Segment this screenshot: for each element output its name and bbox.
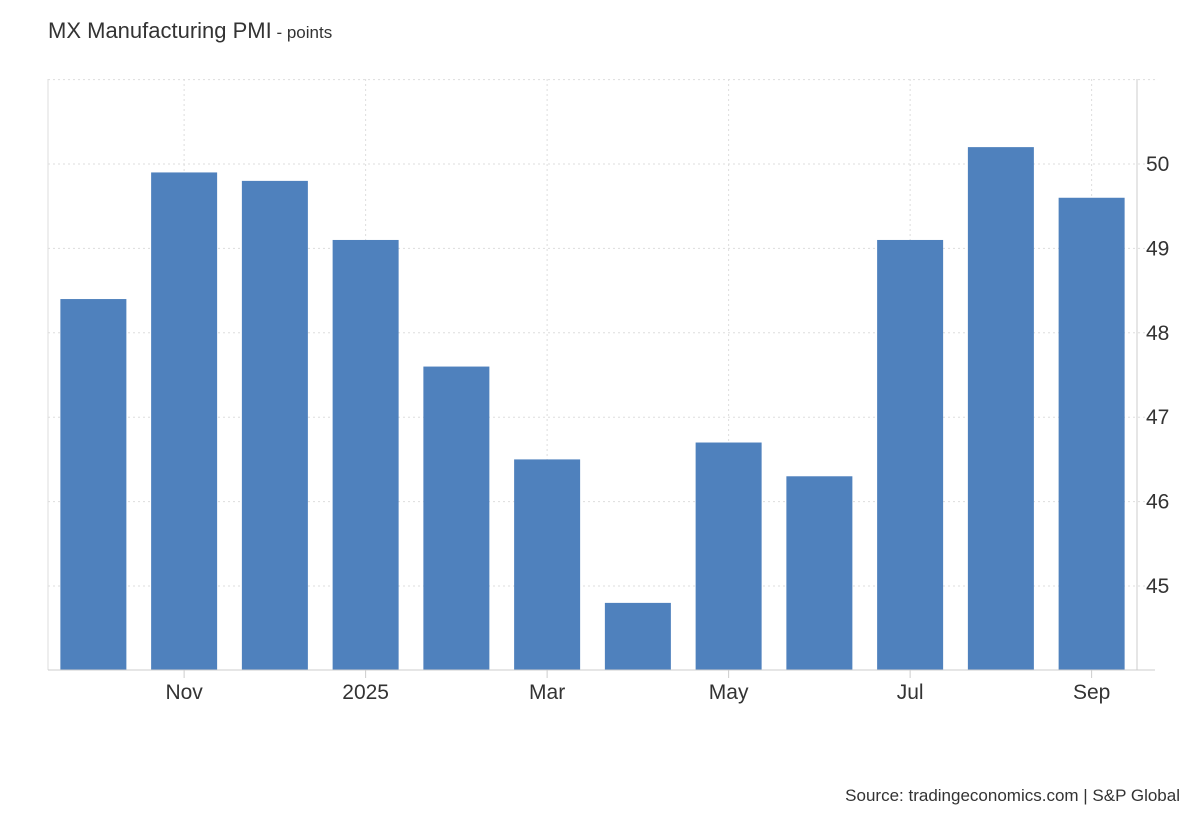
- x-tick-label: May: [709, 681, 749, 704]
- y-tick-label: 49: [1146, 237, 1169, 260]
- x-tick-label: Mar: [529, 681, 565, 704]
- bar: [151, 172, 218, 670]
- bar: [514, 459, 581, 670]
- source-credit: Source: tradingeconomics.com | S&P Globa…: [845, 786, 1180, 805]
- y-tick-label: 48: [1146, 322, 1169, 345]
- chart-title: MX Manufacturing PMI: [48, 18, 272, 43]
- bar: [695, 442, 762, 670]
- x-tick-label: Sep: [1073, 681, 1110, 704]
- x-tick-label: Jul: [897, 681, 924, 704]
- bar: [967, 147, 1034, 670]
- bar: [423, 366, 490, 670]
- bar: [604, 602, 671, 670]
- y-tick-label: 50: [1146, 153, 1169, 176]
- x-tick-label: 2025: [342, 681, 389, 704]
- y-tick-label: 46: [1146, 491, 1169, 514]
- y-tick-label: 47: [1146, 406, 1169, 429]
- bar: [877, 239, 944, 670]
- bar: [60, 299, 127, 670]
- bar: [332, 239, 399, 670]
- y-tick-label: 45: [1146, 575, 1169, 598]
- chart-unit: - points: [271, 23, 333, 42]
- chart-header: MX Manufacturing PMI - points: [48, 18, 332, 44]
- bar: [241, 180, 308, 670]
- bar: [786, 476, 853, 670]
- bar: [1058, 197, 1125, 670]
- x-tick-label: Nov: [165, 681, 203, 704]
